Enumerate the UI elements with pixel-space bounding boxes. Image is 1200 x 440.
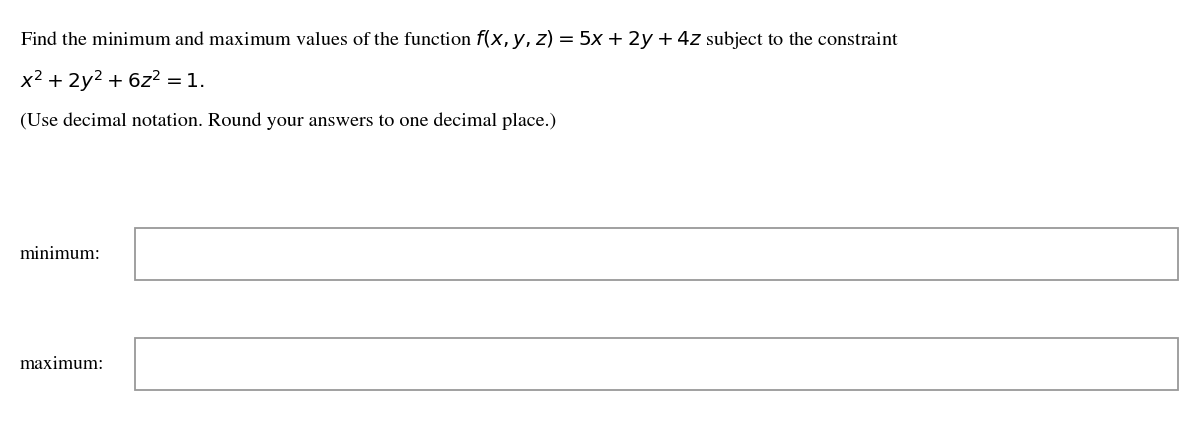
Bar <box>134 338 1178 390</box>
Text: $x^2 + 2y^2 + 6z^2 = 1.$: $x^2 + 2y^2 + 6z^2 = 1.$ <box>20 68 205 94</box>
Text: minimum:: minimum: <box>20 246 101 263</box>
Text: (Use decimal notation. Round your answers to one decimal place.): (Use decimal notation. Round your answer… <box>20 112 557 130</box>
Bar <box>134 228 1178 280</box>
Text: maximum:: maximum: <box>20 356 104 373</box>
Text: Find the minimum and maximum values of the function $f(x, y, z) = 5x + 2y + 4z$ : Find the minimum and maximum values of t… <box>20 28 899 51</box>
